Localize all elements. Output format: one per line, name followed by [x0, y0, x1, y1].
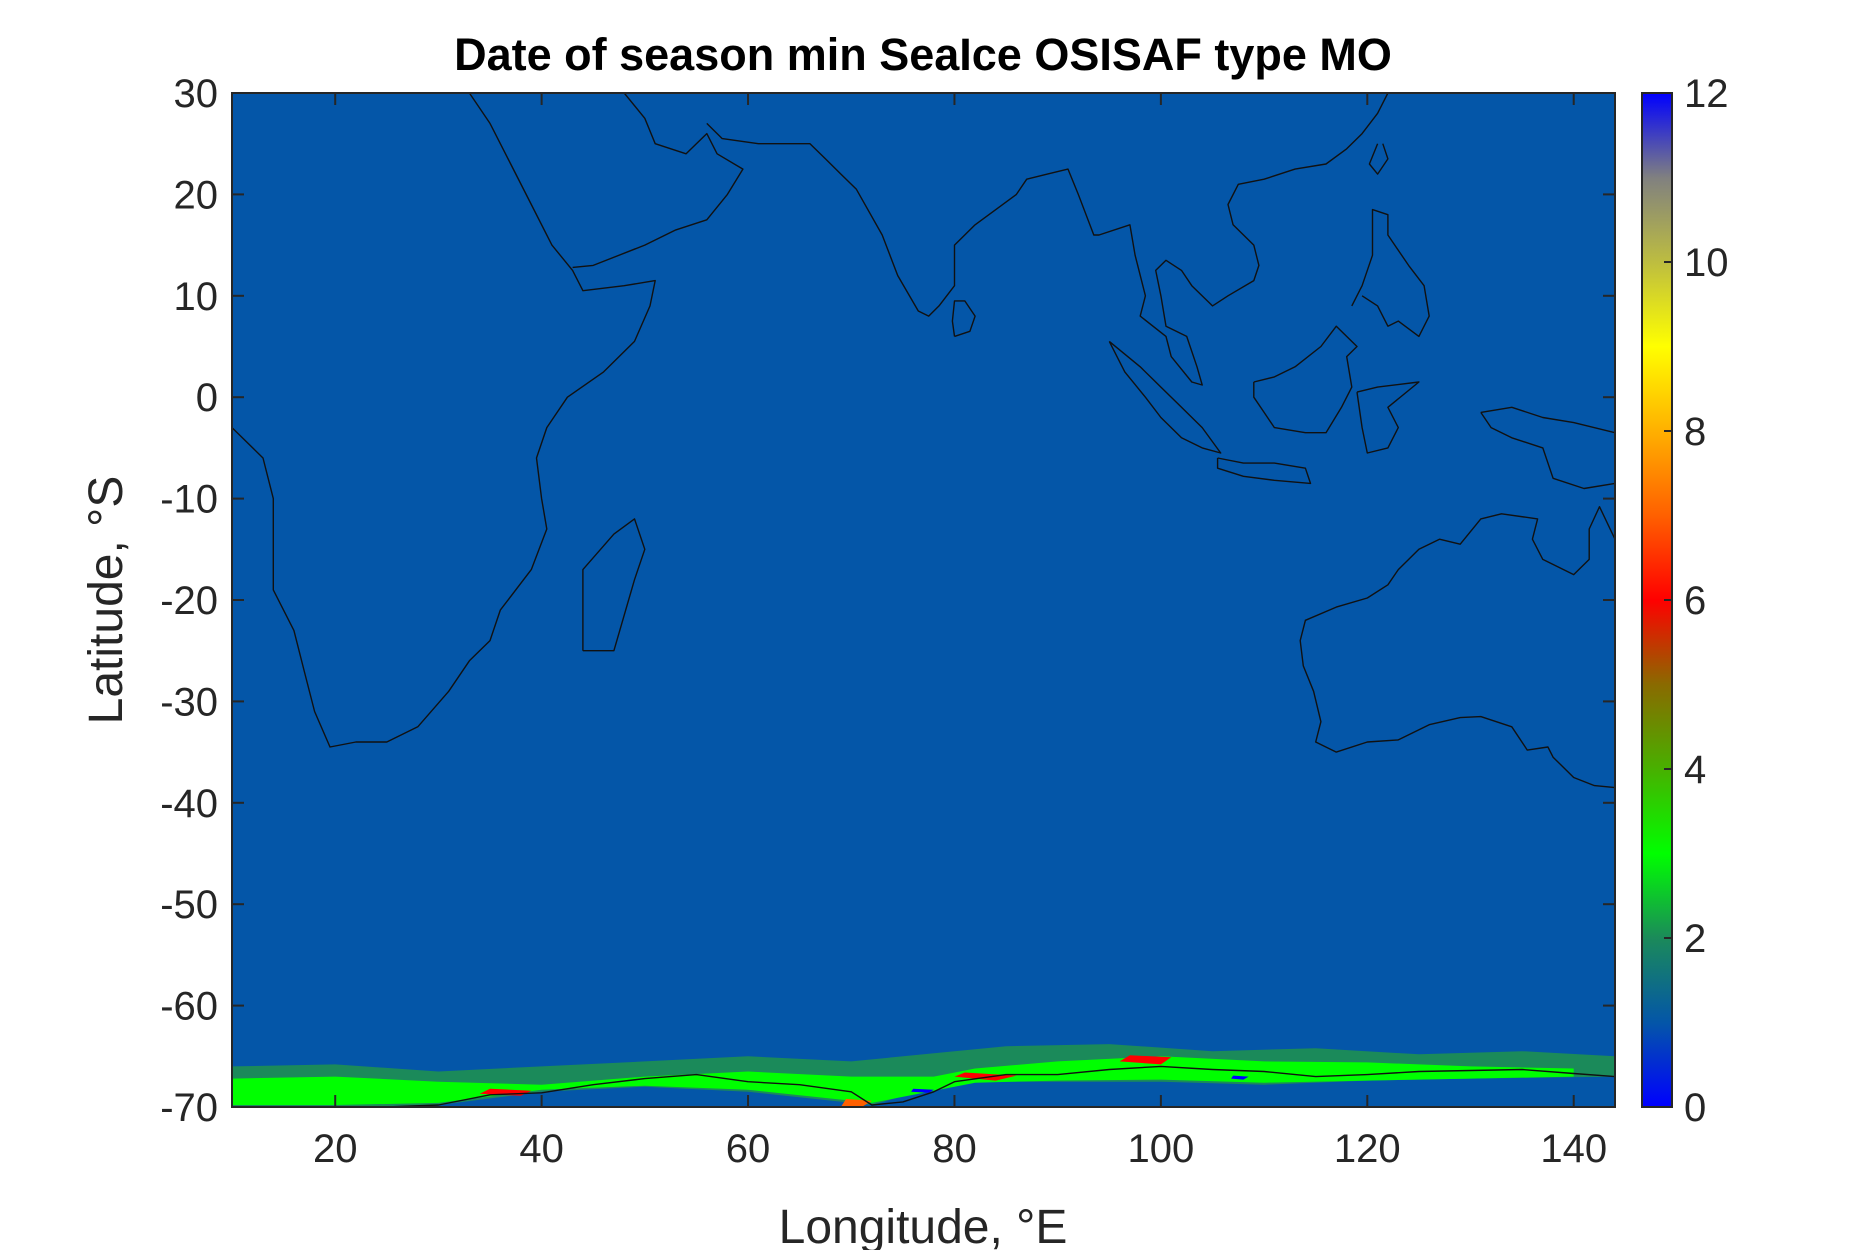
chart-title: Date of season min SeaIce OSISAF type MO — [454, 29, 1392, 80]
coastline-8 — [1356, 381, 1420, 454]
x-tick-label: 120 — [1334, 1127, 1401, 1171]
coastline-10 — [1368, 143, 1389, 175]
x-tick-label: 100 — [1128, 1127, 1195, 1171]
data-region-3 — [954, 1072, 1017, 1081]
colorbar-ticks: 0 2 4 6 8 10 12 — [1664, 72, 1729, 1130]
data-region-7 — [1231, 1075, 1249, 1080]
coastline-1 — [582, 518, 646, 652]
data-region-0 — [232, 1044, 1615, 1107]
coastline-11 — [1480, 406, 1615, 490]
data-region-1 — [232, 1056, 1574, 1105]
y-tick-label: -20 — [160, 579, 218, 623]
data-region-4 — [1119, 1055, 1172, 1065]
x-tick-label: 60 — [726, 1127, 771, 1171]
x-axis-label: Longitude, °E — [779, 1201, 1068, 1250]
coastline-4 — [951, 300, 976, 338]
colorbar-tick-label: 6 — [1684, 579, 1706, 623]
plot-area — [231, 92, 1616, 1108]
coastline-0 — [232, 93, 656, 748]
y-tick-label: -40 — [160, 782, 218, 826]
coastline-3 — [706, 93, 1389, 386]
y-tick-label: -70 — [160, 1086, 218, 1130]
coastline-layer — [232, 93, 1615, 1107]
x-tick-label: 80 — [932, 1127, 977, 1171]
y-tick-label: -10 — [160, 478, 218, 522]
data-region-5 — [840, 1098, 872, 1107]
coastline-6 — [1216, 457, 1312, 485]
coastline-2 — [572, 93, 744, 269]
y-tick-label: 30 — [174, 72, 219, 116]
coastline-5 — [1108, 340, 1222, 454]
coastline-9 — [1351, 208, 1430, 338]
colorbar-tick-label: 8 — [1684, 410, 1706, 454]
y-axis: 30 20 10 0 -10 -20 -30 -40 -50 -60 -70 — [160, 72, 1615, 1130]
x-axis: 20 40 60 80 100 120 140 — [313, 93, 1607, 1171]
data-region-6 — [911, 1088, 934, 1093]
y-tick-label: 0 — [196, 376, 218, 420]
colorbar-tick-label: 0 — [1684, 1086, 1706, 1130]
y-tick-label: -30 — [160, 680, 218, 724]
coastline-13 — [232, 1065, 1615, 1107]
colorbar-tick-label: 2 — [1684, 917, 1706, 961]
y-tick-label: 10 — [174, 275, 219, 319]
colorbar-tick-label: 4 — [1684, 748, 1706, 792]
colorbar-tick-label: 10 — [1684, 241, 1729, 285]
coastline-7 — [1253, 325, 1358, 434]
y-tick-label: 20 — [174, 173, 219, 217]
colorbar-tick-label: 12 — [1684, 72, 1729, 116]
data-regions-layer — [232, 1044, 1615, 1107]
colorbar: 0 2 4 6 8 10 12 — [1641, 72, 1729, 1130]
y-tick-label: -50 — [160, 883, 218, 927]
y-axis-label: Latitude, °S — [80, 476, 133, 725]
x-tick-label: 20 — [313, 1127, 358, 1171]
y-tick-label: -60 — [160, 985, 218, 1029]
x-tick-label: 140 — [1540, 1127, 1607, 1171]
ocean-background — [232, 93, 1615, 1107]
x-tick-label: 40 — [519, 1127, 564, 1171]
coastline-12 — [1299, 506, 1615, 789]
